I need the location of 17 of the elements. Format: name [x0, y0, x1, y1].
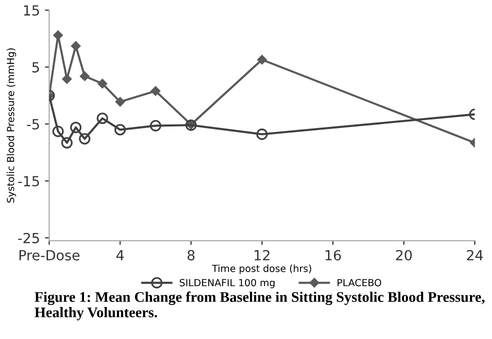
x-tick-label: 4 — [116, 250, 124, 260]
x-tick-label: 24 — [466, 250, 483, 260]
y-tick-label: 15 — [24, 5, 39, 16]
x-tick-label: 12 — [254, 250, 270, 260]
y-tick-label: 5 — [32, 62, 39, 73]
x-tick-label: 20 — [396, 250, 412, 260]
x-axis-title: Time post dose (hrs) — [212, 264, 312, 274]
x-tick-label: 8 — [188, 250, 195, 260]
y-tick-label: -25 — [18, 232, 39, 244]
caption: Figure 1: Mean Change from Baseline in Sitting Systolic Blood Pressure, Healthy Volunteers. — [34, 292, 485, 320]
legend-label: SILDENAFIL 100 mg — [180, 278, 275, 288]
y-axis-title: Systolic Blood Pressure (mmHg) — [6, 48, 16, 203]
x-tick-label: 16 — [326, 250, 341, 260]
legend-label: PLACEBO — [338, 278, 382, 286]
y-tick-label: -15 — [18, 176, 39, 186]
x-tick-label: Pre-Dose — [20, 250, 80, 260]
y-tick-label: -5 — [27, 119, 39, 130]
